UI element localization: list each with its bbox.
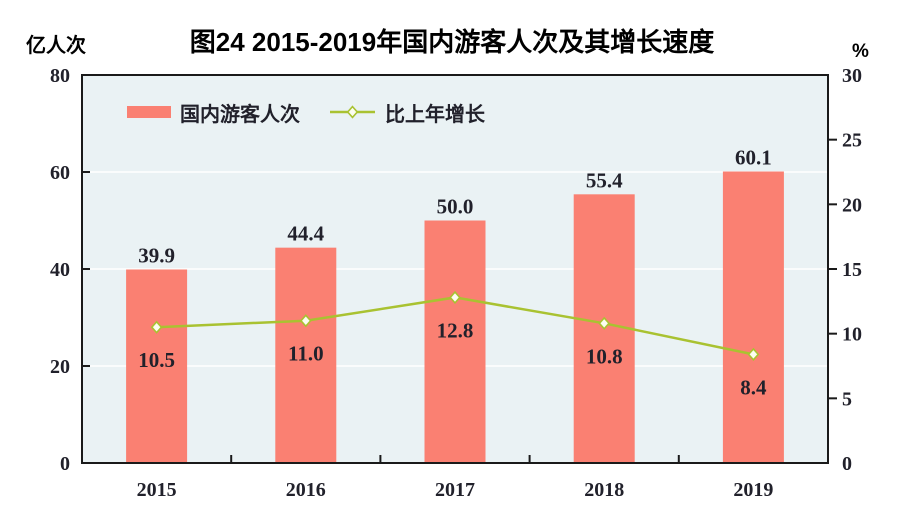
right-axis-tick-label-25: 25 bbox=[842, 130, 862, 152]
chart-title: 图24 2015-2019年国内游客人次及其增长速度 bbox=[190, 27, 714, 57]
legend-line-label: 比上年增长 bbox=[385, 102, 486, 126]
line-value-label-2017: 12.8 bbox=[437, 318, 474, 342]
left-axis-tick-label-0: 0 bbox=[60, 453, 70, 475]
x-tick-label-2017: 2017 bbox=[435, 479, 475, 501]
bar-2015 bbox=[126, 269, 188, 463]
plot-border bbox=[81, 74, 829, 464]
right-axis-tick-label-0: 0 bbox=[842, 453, 852, 475]
right-axis-tick-label-5: 5 bbox=[842, 388, 852, 410]
line-value-label-2015: 10.5 bbox=[138, 348, 175, 372]
left-axis-unit: 亿人次 bbox=[26, 33, 86, 57]
right-axis-tick-label-30: 30 bbox=[842, 65, 862, 87]
x-tick-label-2019: 2019 bbox=[733, 479, 773, 501]
bar-2019 bbox=[722, 171, 784, 463]
line-marker-icon-2018 bbox=[598, 316, 611, 330]
bar-value-label-2019: 60.1 bbox=[735, 146, 772, 170]
bar-value-label-2018: 55.4 bbox=[586, 168, 623, 192]
bar-value-label-2016: 44.4 bbox=[287, 222, 324, 246]
right-axis-tick-label-20: 20 bbox=[842, 194, 862, 216]
line-value-label-2016: 11.0 bbox=[288, 342, 324, 366]
legend-bar-label: 国内游客人次 bbox=[180, 102, 300, 126]
left-axis-tick-label-60: 60 bbox=[50, 162, 70, 184]
x-tick-label-2016: 2016 bbox=[286, 479, 326, 501]
bar-value-label-2015: 39.9 bbox=[138, 243, 175, 267]
left-axis-tick-label-80: 80 bbox=[50, 65, 70, 87]
right-axis-unit: % bbox=[852, 41, 869, 62]
line-value-label-2019: 8.4 bbox=[740, 375, 767, 399]
x-tick-label-2018: 2018 bbox=[584, 479, 624, 501]
line-marker-icon-2017 bbox=[449, 290, 461, 305]
line-value-label-2018: 10.8 bbox=[586, 344, 623, 368]
legend-bar-swatch bbox=[127, 106, 171, 118]
line-marker-icon-2016 bbox=[299, 314, 312, 328]
bar-2016 bbox=[275, 247, 337, 463]
bar-value-label-2017: 50.0 bbox=[437, 195, 474, 219]
x-tick-label-2015: 2015 bbox=[137, 479, 177, 501]
bar-2017 bbox=[424, 220, 486, 463]
line-marker-icon-2015 bbox=[150, 320, 163, 334]
left-axis-tick-label-40: 40 bbox=[50, 259, 70, 281]
right-axis-tick-label-10: 10 bbox=[842, 324, 862, 346]
plot-layer: 39.9 44.4 50.0 55.4 60.1 10.5 11.0 12.8 10.8 8.4 0… bbox=[50, 65, 862, 501]
line-marker-icon-2019 bbox=[747, 347, 760, 361]
left-axis-tick-label-20: 20 bbox=[50, 356, 70, 378]
legend-line-marker-icon bbox=[346, 105, 359, 119]
right-axis-tick-label-15: 15 bbox=[842, 259, 862, 281]
